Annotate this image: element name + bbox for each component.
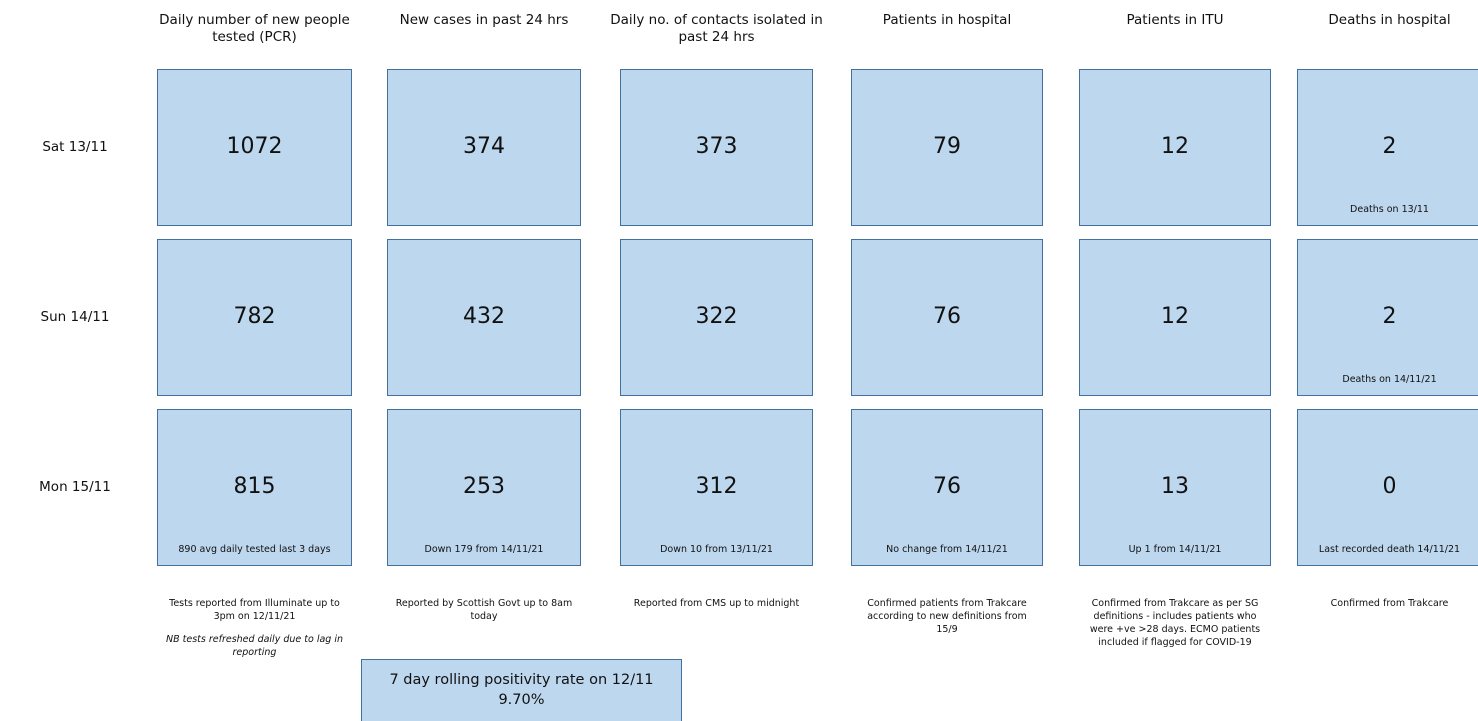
stat-value: 12: [1161, 304, 1189, 329]
stat-box: 253 Down 179 from 14/11/21: [387, 409, 581, 566]
stat-value: 13: [1161, 474, 1189, 499]
stat-note: Deaths on 14/11/21: [1342, 374, 1437, 385]
stat-value: 79: [933, 134, 961, 159]
footnote-text: Confirmed patients from Trakcare accordi…: [867, 598, 1027, 635]
stat-value: 253: [463, 474, 505, 499]
stat-box: 373: [620, 69, 813, 226]
stat-box: 374: [387, 69, 581, 226]
row-label: Sat 13/11: [42, 138, 108, 155]
stat-note: Down 179 from 14/11/21: [424, 544, 544, 555]
column-header: Daily no. of contacts isolated in past 2…: [610, 12, 823, 45]
footnote-text: Tests reported from Illuminate up to 3pm…: [169, 598, 340, 622]
stat-box: 0 Last recorded death 14/11/21: [1297, 409, 1478, 566]
stat-value: 76: [933, 304, 961, 329]
stat-value: 1072: [226, 134, 283, 159]
footnote: Reported by Scottish Govt up to 8am toda…: [392, 597, 576, 623]
stat-box: 76 No change from 14/11/21: [851, 409, 1043, 566]
footnote-text: Reported from CMS up to midnight: [633, 598, 800, 609]
stat-box: 12: [1079, 239, 1271, 396]
column-header: Patients in hospital: [882, 12, 1012, 28]
stat-value: 322: [695, 304, 738, 329]
stat-note: Last recorded death 14/11/21: [1318, 544, 1461, 555]
row-label: Sun 14/11: [40, 308, 110, 325]
footnote-nb: NB tests refreshed daily due to lag in r…: [166, 634, 343, 658]
stat-note: Down 10 from 13/11/21: [660, 544, 773, 555]
stat-value: 782: [233, 304, 276, 329]
stat-value: 2: [1382, 134, 1397, 159]
column-header: Patients in ITU: [1126, 12, 1224, 28]
stat-value: 0: [1382, 474, 1397, 499]
stat-box: 432: [387, 239, 581, 396]
stat-value: 373: [695, 134, 738, 159]
stat-note: Deaths on 13/11: [1350, 204, 1429, 215]
stat-value: 12: [1161, 134, 1189, 159]
footnote: Confirmed from Trakcare: [1302, 597, 1477, 610]
stat-value: 312: [695, 474, 738, 499]
column-header: Daily number of new people tested (PCR): [159, 12, 350, 45]
stat-box: 815 890 avg daily tested last 3 days: [157, 409, 352, 566]
positivity-label: 7 day rolling positivity rate on 12/11: [389, 672, 654, 688]
column-header: New cases in past 24 hrs: [399, 12, 569, 28]
footnote: Confirmed from Trakcare as per SG defini…: [1084, 597, 1266, 649]
footnote: Tests reported from Illuminate up to 3pm…: [162, 597, 347, 659]
stat-box: 1072: [157, 69, 352, 226]
stat-value: 432: [463, 304, 505, 329]
stat-value: 2: [1382, 304, 1397, 329]
stat-box: 312 Down 10 from 13/11/21: [620, 409, 813, 566]
stat-note: 890 avg daily tested last 3 days: [178, 544, 331, 555]
stat-value: 76: [933, 474, 961, 499]
footnote: Reported from CMS up to midnight: [625, 597, 808, 610]
stat-value: 374: [463, 134, 505, 159]
stat-note: Up 1 from 14/11/21: [1128, 544, 1222, 555]
stat-box: 12: [1079, 69, 1271, 226]
positivity-value: 9.70%: [498, 692, 545, 708]
stat-box: 13 Up 1 from 14/11/21: [1079, 409, 1271, 566]
footnote-text: Reported by Scottish Govt up to 8am toda…: [395, 598, 573, 622]
stat-box: 76: [851, 239, 1043, 396]
stat-value: 815: [233, 474, 276, 499]
stat-box: 2 Deaths on 13/11: [1297, 69, 1478, 226]
stat-note: No change from 14/11/21: [886, 544, 1008, 555]
stat-box: 782: [157, 239, 352, 396]
positivity-box: 7 day rolling positivity rate on 12/11 9.…: [361, 659, 682, 721]
footnote-text: Confirmed from Trakcare as per SG defini…: [1089, 598, 1261, 648]
footnote-text: Confirmed from Trakcare: [1330, 598, 1449, 609]
stat-box: 322: [620, 239, 813, 396]
stat-box: 79: [851, 69, 1043, 226]
stat-box: 2 Deaths on 14/11/21: [1297, 239, 1478, 396]
row-label: Mon 15/11: [39, 478, 111, 495]
column-header: Deaths in hospital: [1328, 12, 1451, 28]
footnote: Confirmed patients from Trakcare accordi…: [856, 597, 1038, 636]
